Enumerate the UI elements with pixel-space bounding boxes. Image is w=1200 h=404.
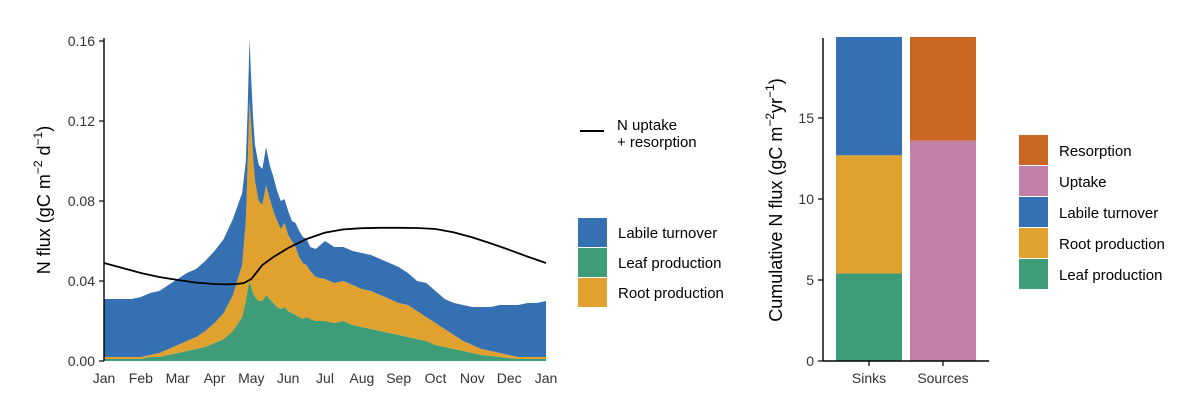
legend-key-resorption	[1019, 135, 1048, 165]
area-legend: Labile turnover Leaf production Root produ…	[578, 218, 724, 307]
x-tick-label: Oct	[425, 370, 447, 386]
line-legend-label-1: N uptake	[617, 117, 677, 134]
line-legend: N uptake + resorption	[580, 117, 697, 151]
cumulative-flux-panel: 0 5 10 15 Sinks Sources Cumulative N flux (g…	[763, 37, 989, 386]
y-tick-label: 0.04	[68, 273, 95, 289]
x-tick-label: Aug	[349, 370, 374, 386]
bar-legend: Resorption Uptake Labile turnover Root prod…	[1019, 135, 1165, 289]
y-tick-label: 5	[806, 272, 814, 288]
y-axis-ticks-right: 0 5 10 15	[798, 110, 823, 369]
y-tick-label: 15	[798, 110, 814, 126]
legend-key-root-production	[1019, 228, 1048, 258]
x-tick-label: Apr	[204, 370, 226, 386]
y-tick-label: 0.16	[68, 33, 95, 49]
bar-sources-uptake	[910, 140, 976, 361]
line-legend-label-2: + resorption	[617, 134, 697, 151]
legend-label-leaf-production: Leaf production	[1059, 267, 1162, 284]
stacked-bars	[836, 37, 976, 361]
y-tick-label: 0.00	[68, 353, 95, 369]
legend-label-labile-turnover: Labile turnover	[1059, 205, 1158, 222]
y-axis-title-right: Cumulative N flux (gC m−2yr−1)	[763, 78, 786, 321]
y-axis-ticks: 0.00 0.04 0.08 0.12 0.16	[68, 33, 104, 369]
y-tick-label: 10	[798, 191, 814, 207]
legend-key-leaf-production	[578, 248, 607, 277]
stacked-areas	[104, 39, 546, 361]
x-axis-ticks-right: Sinks Sources	[852, 361, 969, 386]
legend-label-resorption: Resorption	[1059, 143, 1132, 160]
bar-sinks-labile-turnover	[836, 37, 902, 156]
series-line-uptake-resorption	[103, 226, 547, 286]
y-tick-label: 0	[806, 353, 814, 369]
x-tick-label: Sinks	[852, 370, 886, 386]
y-tick-label: 0.12	[68, 113, 95, 129]
legend-label-root-production: Root production	[618, 285, 724, 302]
bar-sinks-leaf-production	[836, 273, 902, 361]
x-tick-label: Jan	[93, 370, 116, 386]
bar-sources-resorption	[910, 37, 976, 141]
x-tick-label: May	[238, 370, 264, 386]
x-tick-label: Sep	[386, 370, 411, 386]
area-labile-turnover	[104, 39, 546, 357]
x-tick-label: Jul	[316, 370, 334, 386]
legend-key-leaf-production	[1019, 259, 1048, 289]
legend-key-root-production	[578, 278, 607, 307]
x-axis-ticks: Jan Feb Mar Apr May Jun Jul Aug Sep Oct Nov Dec Jan	[93, 370, 558, 386]
x-tick-label: Nov	[460, 370, 485, 386]
legend-label-root-production: Root production	[1059, 236, 1165, 253]
bar-sinks-root-production	[836, 155, 902, 274]
legend-label-labile-turnover: Labile turnover	[618, 225, 717, 242]
x-tick-label: Mar	[166, 370, 190, 386]
y-axis-title: N flux (gC m−2 d−1)	[31, 126, 54, 274]
x-tick-label: Jan	[535, 370, 558, 386]
flux-timeseries-panel: 0.000.040.080.120.16 Jan Feb Mar Apr May Jun J…	[31, 33, 557, 386]
x-tick-label: Sources	[917, 370, 968, 386]
legend-key-uptake	[1019, 166, 1048, 196]
x-tick-label: Feb	[129, 370, 153, 386]
x-tick-label: Dec	[497, 370, 522, 386]
area-root-production	[104, 101, 546, 359]
legend-key-labile-turnover	[1019, 197, 1048, 227]
x-tick-label: Jun	[277, 370, 300, 386]
legend-key-labile-turnover	[578, 218, 607, 247]
legend-label-uptake: Uptake	[1059, 174, 1107, 191]
legend-label-leaf-production: Leaf production	[618, 255, 721, 272]
y-tick-label: 0.08	[68, 193, 95, 209]
